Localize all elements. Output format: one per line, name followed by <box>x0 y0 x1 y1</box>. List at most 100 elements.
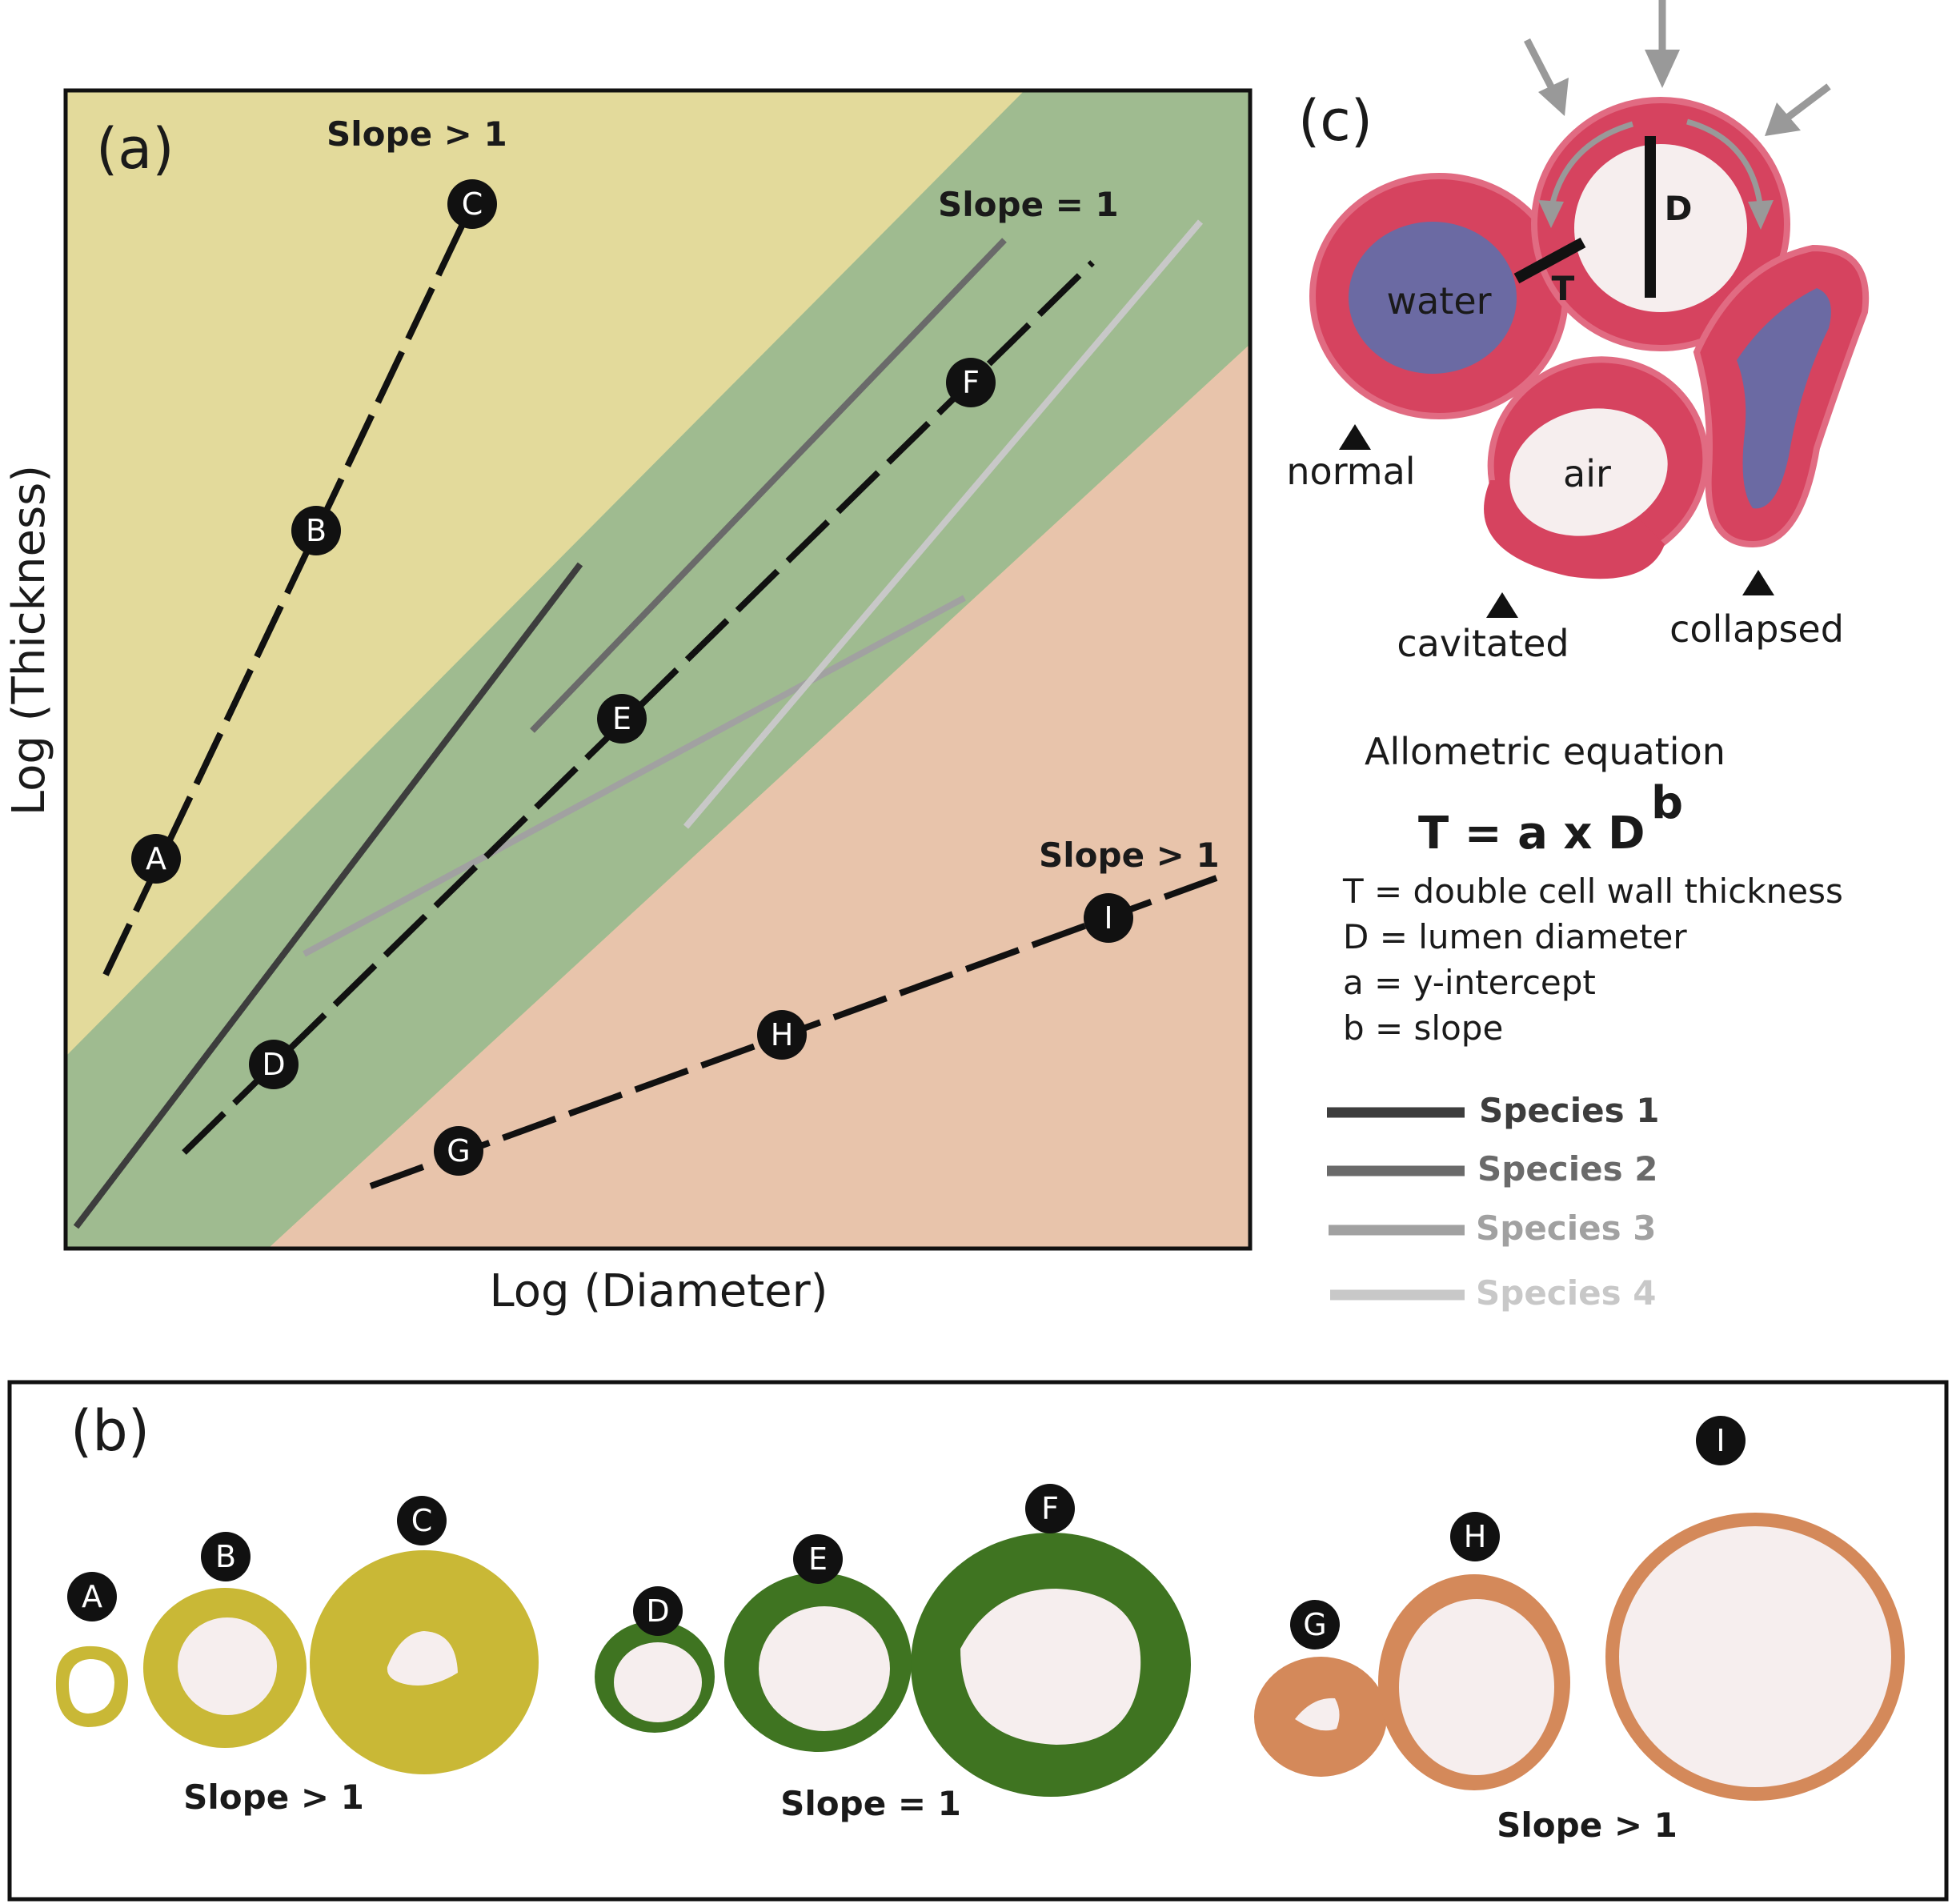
node-I: I <box>1084 893 1133 943</box>
air-label: air <box>1563 452 1611 495</box>
slope-label-top: Slope > 1 <box>327 114 507 154</box>
species-4-line <box>683 219 1204 829</box>
svg-text:G: G <box>1303 1607 1326 1642</box>
cavitated-label: cavitated <box>1397 622 1569 665</box>
allometric-equation: Allometric equation T = a x D b T = doub… <box>1342 730 1843 1048</box>
cell-group-3: G H I Slope > 1 <box>1254 1416 1905 1845</box>
definition-d: D = lumen diameter <box>1343 917 1687 956</box>
svg-text:A: A <box>146 841 166 876</box>
inner-arrow-right <box>1686 118 1764 210</box>
svg-text:E: E <box>612 701 631 736</box>
arrow-left <box>1523 38 1559 97</box>
panel-a-frame <box>63 88 1253 1251</box>
collapsed-cell <box>1693 244 1870 548</box>
equation-main: T = a x D <box>1418 808 1645 860</box>
pressure-arrows <box>1523 0 1831 136</box>
x-axis-title: Log (Diameter) <box>490 1265 828 1317</box>
collapsed-water <box>1737 288 1831 509</box>
legend-item-species-2: Species 2 <box>1327 1149 1657 1188</box>
equation-title: Allometric equation <box>1365 730 1726 773</box>
inner-arrow-left <box>1548 121 1633 210</box>
species-3-line <box>303 595 966 957</box>
equation-exponent: b <box>1651 777 1683 829</box>
definition-b: b = slope <box>1343 1008 1503 1048</box>
label-G: G <box>1290 1600 1340 1649</box>
arrowhead-left <box>1538 78 1569 116</box>
svg-text:G: G <box>447 1133 470 1168</box>
arrowhead-right <box>1765 102 1801 136</box>
inner-arrowhead-left <box>1538 200 1564 228</box>
node-F: F <box>946 358 996 407</box>
panel-c-label: (c) <box>1298 88 1373 154</box>
air-lumen <box>1509 408 1668 536</box>
air-lumen-measured <box>1574 144 1747 312</box>
cavitated-marker <box>1486 592 1518 618</box>
cell-F <box>911 1533 1191 1797</box>
group-2-slope: Slope = 1 <box>780 1784 961 1823</box>
cell-I <box>1605 1513 1905 1801</box>
label-E: E <box>793 1534 843 1584</box>
label-F: F <box>1025 1484 1075 1533</box>
svg-text:C: C <box>462 186 483 222</box>
panel-b: (b) A B C Slope > 1 <box>7 1380 1949 1902</box>
svg-text:B: B <box>215 1539 236 1574</box>
cell-D <box>595 1621 715 1733</box>
panel-b-label: (b) <box>70 1398 150 1464</box>
node-B: B <box>291 506 341 555</box>
thickness-label: T <box>1552 269 1575 308</box>
allometry-zones <box>66 90 1250 1249</box>
svg-text:I: I <box>1104 900 1112 936</box>
normal-label: normal <box>1286 450 1415 493</box>
slope-label-middle: Slope = 1 <box>938 185 1119 224</box>
svg-text:A: A <box>82 1579 102 1614</box>
svg-text:E: E <box>808 1541 828 1577</box>
inner-arrowhead-right <box>1748 200 1774 230</box>
svg-text:H: H <box>771 1017 794 1052</box>
svg-text:B: B <box>306 513 327 548</box>
cell-B <box>143 1588 307 1748</box>
svg-text:Species 3: Species 3 <box>1476 1209 1656 1248</box>
svg-text:D: D <box>262 1047 285 1082</box>
svg-text:Species 1: Species 1 <box>1479 1091 1659 1130</box>
water-label: water <box>1386 279 1491 323</box>
arrowhead-top <box>1645 50 1680 88</box>
label-H: H <box>1450 1512 1500 1561</box>
node-E: E <box>597 694 647 744</box>
definition-t: T = double cell wall thickness <box>1342 872 1843 911</box>
node-A: A <box>131 834 181 884</box>
species-legend: Species 1 Species 2 Species 3 Species 4 <box>1327 1091 1659 1313</box>
normal-cell: water <box>1309 173 1569 419</box>
panel-c: (c) water D T <box>1286 0 1870 665</box>
cavitated-cell: air <box>1484 356 1709 579</box>
zone-slope-less <box>268 344 1250 1249</box>
svg-text:D: D <box>646 1593 669 1629</box>
normal-marker <box>1339 424 1371 450</box>
species-2-line <box>530 238 1007 733</box>
water-lumen <box>1349 222 1517 374</box>
panel-a: A B C D E F G H I (a) Slope > 1 Slope = … <box>3 88 1253 1317</box>
svg-text:Species 4: Species 4 <box>1476 1273 1656 1313</box>
svg-text:C: C <box>411 1503 433 1538</box>
svg-text:H: H <box>1464 1519 1487 1554</box>
label-A: A <box>67 1572 117 1621</box>
cell-E <box>724 1573 912 1752</box>
cell-A <box>55 1645 128 1727</box>
cell-G <box>1254 1657 1387 1777</box>
svg-text:Species 2: Species 2 <box>1477 1149 1657 1188</box>
y-axis-title: Log (Thickness) <box>3 465 55 816</box>
arrow-right <box>1784 83 1831 122</box>
label-D: D <box>633 1586 683 1636</box>
collapsed-marker <box>1742 570 1774 595</box>
legend-item-species-1: Species 1 <box>1327 1091 1659 1130</box>
species-1-line <box>73 562 583 1229</box>
node-G: G <box>434 1126 483 1176</box>
thickness-bar <box>1513 237 1586 284</box>
collapsed-label: collapsed <box>1669 607 1844 651</box>
svg-text:F: F <box>962 365 980 400</box>
svg-text:I: I <box>1716 1423 1725 1458</box>
label-C: C <box>397 1496 447 1545</box>
node-D: D <box>249 1040 299 1089</box>
group-1-slope: Slope > 1 <box>183 1778 364 1817</box>
measured-cell: D T <box>1513 97 1790 351</box>
